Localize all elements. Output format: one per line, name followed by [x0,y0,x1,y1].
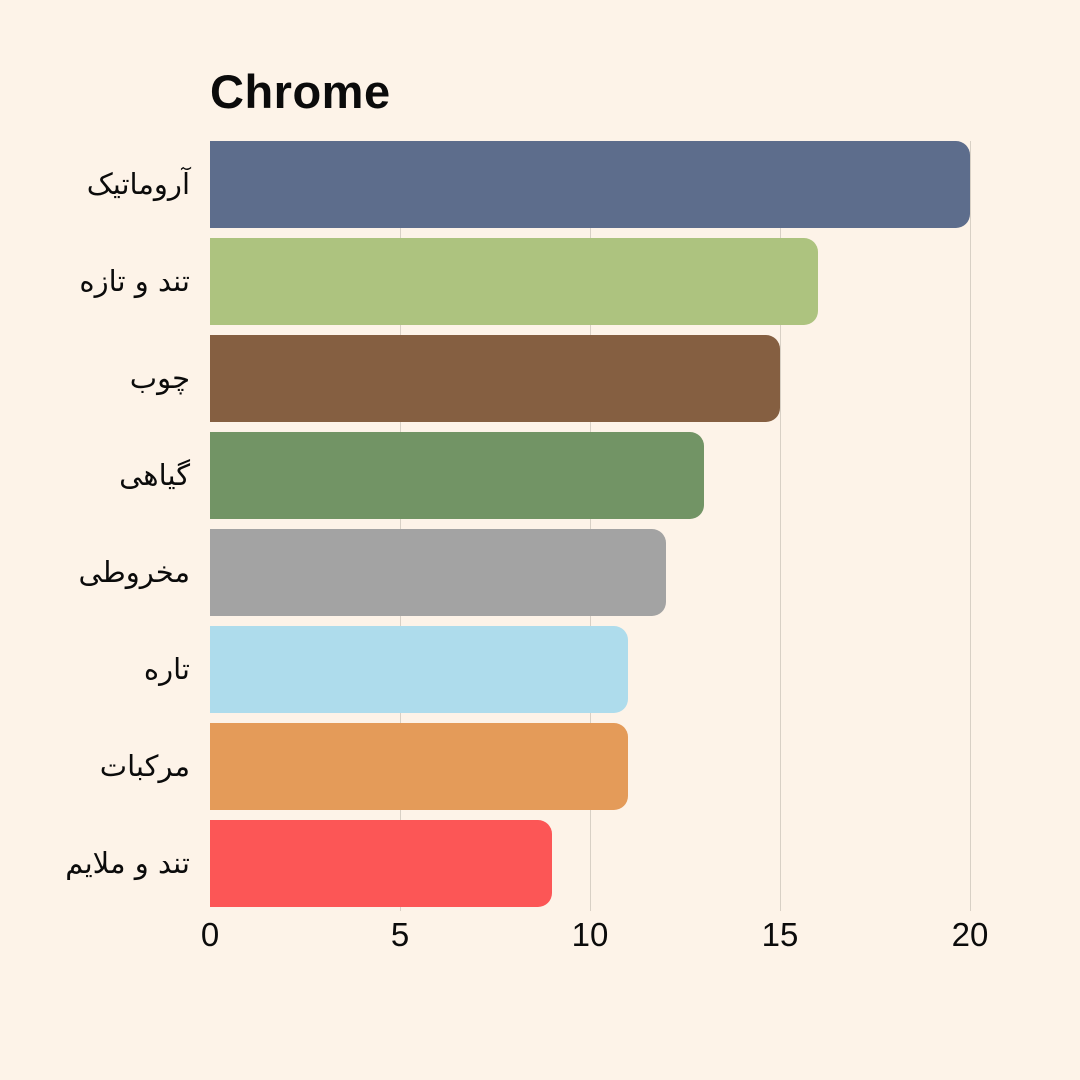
x-axis-tick-label: 20 [951,916,989,953]
bar-zone [210,432,1080,519]
bar [210,238,818,325]
category-label: آروماتیک [86,167,190,201]
bar [210,335,780,422]
bar-zone [210,626,1080,713]
bar [210,626,628,713]
bar-zone [210,238,1080,325]
gridline [590,141,591,911]
bar-row: گیاهی [0,432,1080,519]
category-label: مخروطی [78,555,190,589]
bar-zone [210,723,1080,810]
category-label: گیاهی [119,458,190,492]
bar [210,723,628,810]
category-label: تند و تازه [79,264,190,298]
bar-row: تاره [0,626,1080,713]
gridline [780,141,781,911]
category-label: مرکبات [99,749,190,783]
category-label: تند و ملایم [65,846,190,880]
bar-zone [210,141,1080,228]
bar-row: آروماتیک [0,141,1080,228]
chart-title: Chrome [210,65,391,118]
category-label: تاره [143,652,190,686]
gridline [400,141,401,911]
x-axis-tick-label: 10 [571,916,609,953]
bar-rows: آروماتیک تند و تازه چوب گیاهی مخروطی تاره مرکب… [0,141,1080,917]
x-axis-tick-label: 5 [390,916,410,953]
bar-row: مخروطی [0,529,1080,616]
bar-zone [210,820,1080,907]
bar-row: چوب [0,335,1080,422]
x-axis: 0 5 10 15 20 [201,916,989,956]
category-label: چوب [129,361,190,395]
bar [210,432,704,519]
bar-row: مرکبات [0,723,1080,810]
bar-zone [210,529,1080,616]
gridline [970,141,971,911]
gridlines-layer [210,141,971,911]
bar-zone [210,335,1080,422]
bar [210,141,970,228]
bar [210,529,666,616]
bar [210,820,552,907]
x-axis-tick-label: 15 [761,916,799,953]
x-axis-tick-label: 0 [200,916,220,953]
bar-row: تند و ملایم [0,820,1080,907]
bar-row: تند و تازه [0,238,1080,325]
